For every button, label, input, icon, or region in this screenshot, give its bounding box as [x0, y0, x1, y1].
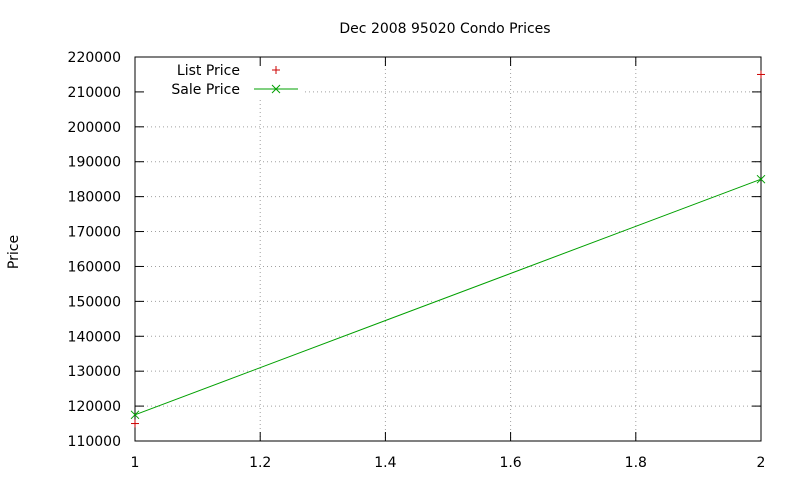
- legend-marker-sale-price: [271, 84, 281, 94]
- grid: [135, 57, 761, 441]
- y-tick-label: 170000: [68, 225, 121, 241]
- sale-price-point: [756, 174, 766, 184]
- legend: List Price Sale Price: [171, 63, 298, 98]
- sale-price-point: [130, 410, 140, 420]
- list-price-point: [131, 419, 139, 428]
- y-tick-label: 190000: [68, 155, 121, 171]
- legend-marker-list-price: [272, 66, 280, 74]
- x-tick-label: 1.6: [499, 455, 521, 471]
- axes: 110000 120000 130000 140000 150000 160000 1700…: [68, 50, 766, 471]
- y-tick-label: 110000: [68, 434, 121, 450]
- marker-stroke: [130, 410, 140, 420]
- legend-label-sale-price: Sale Price: [171, 82, 240, 98]
- y-tick-label: 210000: [68, 85, 121, 101]
- y-tick-label: 130000: [68, 364, 121, 380]
- y-tick-label: 140000: [68, 329, 121, 345]
- chart-title: Dec 2008 95020 Condo Prices: [339, 21, 550, 37]
- list-price-point: [757, 70, 765, 79]
- y-tick-label: 220000: [68, 50, 121, 66]
- x-tick-label: 2: [757, 455, 766, 471]
- y-tick-label: 120000: [68, 399, 121, 415]
- x-tick-label: 1.8: [625, 455, 647, 471]
- y-tick-label: 200000: [68, 120, 121, 136]
- sale-price-line: [134, 178, 762, 416]
- marker-stroke: [271, 84, 281, 94]
- series-layer: [130, 70, 766, 428]
- plot-frame: [134, 56, 762, 442]
- y-axis-label: Price: [6, 235, 22, 269]
- y-tick-label: 160000: [68, 259, 121, 275]
- x-tick-label: 1: [131, 455, 140, 471]
- legend-label-list-price: List Price: [177, 63, 240, 79]
- x-tick-label: 1.4: [374, 455, 396, 471]
- x-tick-label: 1.2: [249, 455, 271, 471]
- marker-stroke: [756, 174, 766, 184]
- y-tick-label: 150000: [68, 294, 121, 310]
- y-tick-label: 180000: [68, 190, 121, 206]
